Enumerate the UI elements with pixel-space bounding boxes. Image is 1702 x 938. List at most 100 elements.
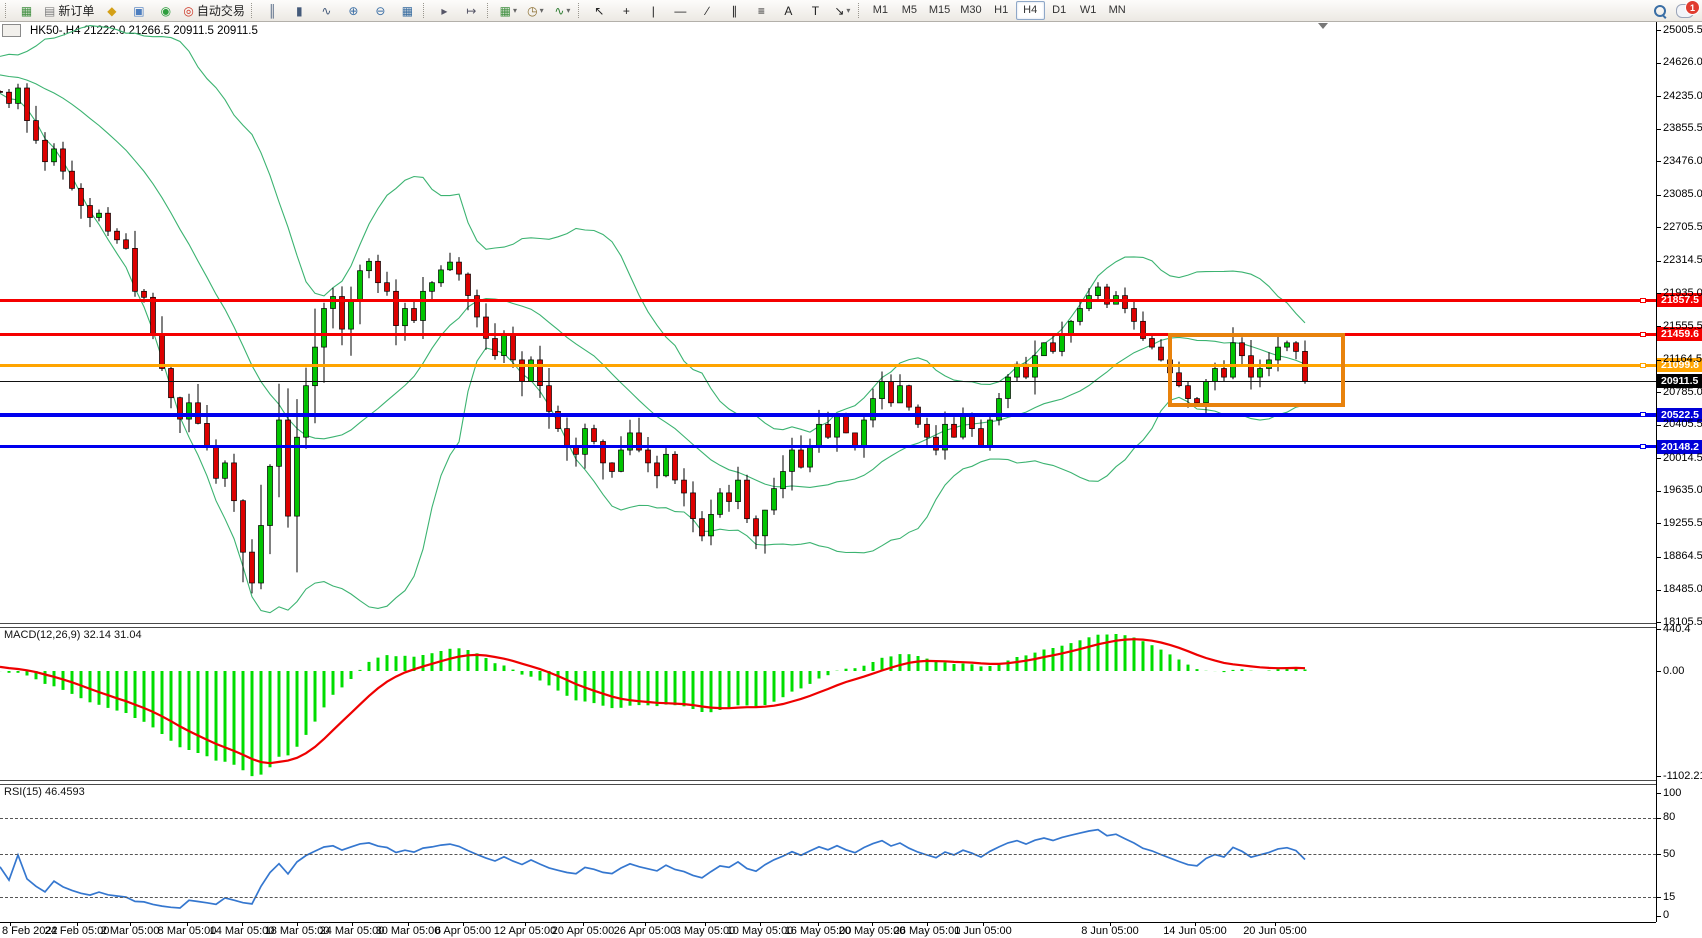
bull-candle	[438, 269, 444, 284]
line-endpoint-handle[interactable]	[1640, 362, 1646, 368]
tile-windows-button[interactable]: ▦	[394, 0, 421, 21]
equidistant-channel-button[interactable]: ∥	[721, 0, 748, 21]
price-line-20911.5[interactable]	[0, 380, 1656, 382]
new-chart-button[interactable]: ▦	[13, 0, 40, 21]
bear-candle	[798, 449, 804, 468]
bear-candle	[177, 397, 183, 420]
line-endpoint-handle[interactable]	[1640, 444, 1646, 450]
bear-candle	[483, 316, 489, 339]
bull-candle	[735, 479, 741, 502]
time-tick-mark	[130, 922, 131, 926]
price-line-21857.5[interactable]	[0, 298, 1656, 302]
timeframe-mn-button[interactable]: MN	[1108, 4, 1126, 16]
price-tick-label: 18864.5	[1663, 550, 1702, 563]
price-line-21099.8[interactable]	[0, 363, 1656, 367]
autotrading-button[interactable]: ◎ 自动交易	[179, 0, 249, 21]
price-line-21459.6[interactable]	[0, 332, 1656, 336]
timeframe-m5-button[interactable]: M5	[901, 4, 917, 16]
timeframe-h1-button[interactable]: H1	[994, 4, 1009, 16]
fibo-icon: ≡	[757, 3, 765, 18]
rsi-pane[interactable]	[0, 784, 1656, 922]
time-tick-label: 8 Jun 05:00	[1081, 925, 1139, 937]
rsi-tick-label: 100	[1663, 786, 1682, 799]
time-tick-mark	[187, 922, 188, 926]
zoom-in-button[interactable]: ⊕	[340, 0, 367, 21]
timeframe-h4-button[interactable]: H4	[1015, 1, 1045, 20]
text-label-button[interactable]: T	[802, 0, 829, 21]
line-endpoint-handle[interactable]	[1640, 297, 1646, 303]
line-endpoint-handle[interactable]	[1640, 412, 1646, 418]
periods-dropdown[interactable]: ◷ ▾	[522, 0, 549, 21]
new-order-button[interactable]: ▤ 新订单	[40, 0, 98, 21]
timeframe-m30-button[interactable]: M30	[960, 4, 982, 16]
bear-candle	[393, 290, 399, 326]
time-tick-mark	[927, 922, 928, 926]
bear-candle	[1140, 320, 1146, 339]
price-tag: 21857.5	[1657, 293, 1702, 308]
price-tick-label: 20405.5	[1663, 418, 1702, 431]
price-tick-mark	[1656, 523, 1661, 525]
time-axis-line	[0, 922, 1656, 923]
pane-separator-macd[interactable]	[0, 623, 1656, 628]
time-tick-label: 20 May 05:00	[838, 925, 906, 937]
price-line-20522.5[interactable]	[0, 412, 1656, 417]
cursor-button[interactable]: ↖	[586, 0, 613, 21]
time-tick-label: 12 Apr 05:00	[493, 925, 557, 937]
price-tick-mark	[1656, 260, 1661, 262]
horizontal-line-button[interactable]: ―	[667, 0, 694, 21]
notifications-icon[interactable]: 1	[1676, 0, 1700, 18]
fibonacci-button[interactable]: ≡	[748, 0, 775, 21]
bar-chart-button[interactable]: ║	[259, 0, 286, 21]
bear-candle	[654, 462, 660, 477]
search-icon[interactable]	[1654, 5, 1667, 19]
templates-button[interactable]: ◆	[98, 0, 125, 21]
auto-scroll-button[interactable]: ▸	[431, 0, 458, 21]
autotrade-icon: ◎	[183, 3, 194, 18]
bull-candle	[294, 436, 300, 517]
rsi-tick-label: 0	[1663, 909, 1670, 921]
toolbar-right-group: 1	[1654, 0, 1700, 21]
macd-tick-mark	[1656, 629, 1661, 630]
window-edge-tab[interactable]	[2, 24, 21, 37]
macd-tick-mark	[1656, 671, 1661, 672]
rectangle-object[interactable]	[1168, 332, 1345, 407]
bull-candle	[303, 385, 309, 438]
timeframe-m15-button[interactable]: M15	[928, 4, 951, 16]
bear-candle	[132, 248, 138, 292]
bull-candle	[1095, 286, 1101, 296]
text-button[interactable]: A	[775, 0, 802, 21]
signals-button[interactable]: ◉	[152, 0, 179, 21]
indicators-dropdown[interactable]: ∿ ▾	[549, 0, 576, 21]
bull-candle	[321, 308, 327, 348]
arrows-dropdown[interactable]: ↘ ▾	[829, 0, 856, 21]
price-tag: 21459.6	[1657, 327, 1702, 342]
bear-candle	[339, 296, 345, 330]
macd-pane[interactable]	[0, 627, 1656, 780]
bull-candle	[780, 471, 786, 490]
time-tick-label: 6 Apr 05:00	[434, 925, 492, 937]
market-watch-button[interactable]: ▣	[125, 0, 152, 21]
timeframe-m1-button[interactable]: M1	[872, 4, 888, 16]
vertical-line-button[interactable]: |	[640, 0, 667, 21]
pane-separator-rsi[interactable]	[0, 780, 1656, 785]
line-endpoint-handle[interactable]	[1640, 331, 1646, 337]
price-line-20148.2[interactable]	[0, 445, 1656, 449]
candle-chart-button[interactable]: ▮	[286, 0, 313, 21]
chart-shift-button[interactable]: ↦	[458, 0, 485, 21]
chevron-down-icon: ▾	[513, 5, 518, 15]
chart-shift-marker-icon[interactable]	[1318, 23, 1328, 29]
timeframe-w1-button[interactable]: W1	[1079, 4, 1097, 16]
time-tick-label: 20 Jun 05:00	[1243, 925, 1307, 937]
trendline-button[interactable]: ∕	[694, 0, 721, 21]
bear-candle	[114, 230, 120, 241]
bear-candle	[78, 187, 84, 206]
timeframe-d1-button[interactable]: D1	[1052, 4, 1067, 16]
candlestick-chart[interactable]	[0, 22, 1656, 623]
bull-candle	[1005, 376, 1011, 399]
bear-candle	[636, 432, 642, 451]
new-chart-dropdown[interactable]: ▦ ▾	[495, 0, 522, 21]
crosshair-button[interactable]: +	[613, 0, 640, 21]
line-chart-button[interactable]: ∿	[313, 0, 340, 21]
zoom-out-button[interactable]: ⊖	[367, 0, 394, 21]
bear-candle	[141, 290, 147, 298]
